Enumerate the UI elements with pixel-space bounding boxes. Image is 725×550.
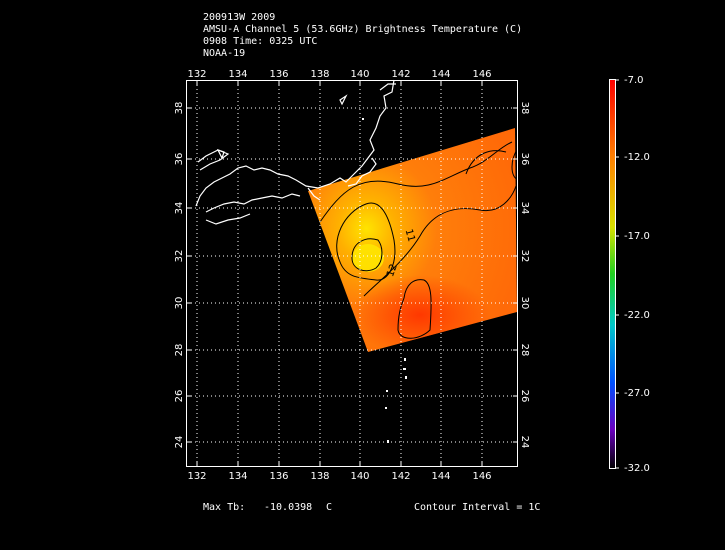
colorbar-ticks — [615, 79, 619, 469]
lat-label-right-24: 24 — [519, 436, 530, 449]
lat-label-left-38: 38 — [174, 102, 185, 115]
lon-label-top-140: 140 — [350, 69, 369, 80]
lat-label-left-26: 26 — [174, 390, 185, 403]
lat-label-left-24: 24 — [174, 436, 185, 449]
colorbar-label-4: -22.0 — [624, 310, 650, 321]
lat-label-left-30: 30 — [174, 297, 185, 310]
graticule — [187, 81, 517, 466]
lon-label-top-134: 134 — [228, 69, 247, 80]
lat-label-right-28: 28 — [519, 344, 530, 357]
lon-label-top-144: 144 — [431, 69, 450, 80]
warm-core-region — [350, 275, 490, 352]
lat-label-left-36: 36 — [174, 153, 185, 166]
lon-label-top-142: 142 — [391, 69, 410, 80]
colorbar — [609, 79, 616, 469]
lon-label-bottom-146: 146 — [472, 471, 491, 482]
lat-label-right-26: 26 — [519, 390, 530, 403]
colorbar-label-min: -32.0 — [624, 463, 650, 474]
lat-label-right-36: 36 — [519, 153, 530, 166]
lon-label-bottom-136: 136 — [269, 471, 288, 482]
lat-label-right-32: 32 — [519, 250, 530, 263]
max-tb-value: -10.0398 — [264, 502, 313, 513]
contour-label-11: 11 — [403, 228, 417, 243]
colorbar-label-3: -17.0 — [624, 231, 650, 242]
contour-lines — [319, 141, 519, 339]
map-frame — [186, 80, 518, 467]
title-line-1: 200913W 2009 — [203, 12, 276, 23]
lon-label-bottom-144: 144 — [431, 471, 450, 482]
coastline — [195, 79, 396, 225]
lat-label-right-38: 38 — [519, 102, 530, 115]
contour-label-12: 12 — [385, 263, 400, 279]
lon-label-top-132: 132 — [187, 69, 206, 80]
lon-label-bottom-142: 142 — [391, 471, 410, 482]
title-line-2: AMSU-A Channel 5 (53.6GHz) Brightness Te… — [203, 24, 523, 35]
lon-label-bottom-140: 140 — [350, 471, 369, 482]
lon-label-bottom-138: 138 — [310, 471, 329, 482]
lat-label-left-32: 32 — [174, 250, 185, 263]
title-line-4: NOAA-19 — [203, 48, 246, 59]
max-tb-label: Max Tb: — [203, 502, 246, 513]
lat-labels-right: 24 26 28 30 32 34 36 38 — [519, 102, 530, 449]
lon-labels-bottom: 132 134 136 138 140 142 144 146 — [187, 471, 491, 482]
colorbar-label-5: -27.0 — [624, 388, 650, 399]
colorbar-label-2: -12.0 — [624, 152, 650, 163]
contour-interval: Contour Interval = 1C — [414, 502, 541, 513]
lon-label-top-136: 136 — [269, 69, 288, 80]
lat-label-right-30: 30 — [519, 297, 530, 310]
lat-label-left-34: 34 — [174, 202, 185, 215]
lat-labels-left: 24 26 28 30 32 34 36 38 — [174, 102, 185, 449]
lon-labels-top: 132 134 136 138 140 142 144 146 — [187, 69, 491, 80]
frame-ticks — [186, 80, 518, 467]
lon-label-top-146: 146 — [472, 69, 491, 80]
title-line-3: 0908 Time: 0325 UTC — [203, 36, 318, 47]
lon-label-bottom-134: 134 — [228, 471, 247, 482]
lat-label-right-34: 34 — [519, 202, 530, 215]
lat-label-left-28: 28 — [174, 344, 185, 357]
lon-label-top-138: 138 — [310, 69, 329, 80]
colorbar-label-max: -7.0 — [624, 75, 644, 86]
max-tb-unit: C — [326, 502, 333, 513]
lon-label-bottom-132: 132 — [187, 471, 206, 482]
